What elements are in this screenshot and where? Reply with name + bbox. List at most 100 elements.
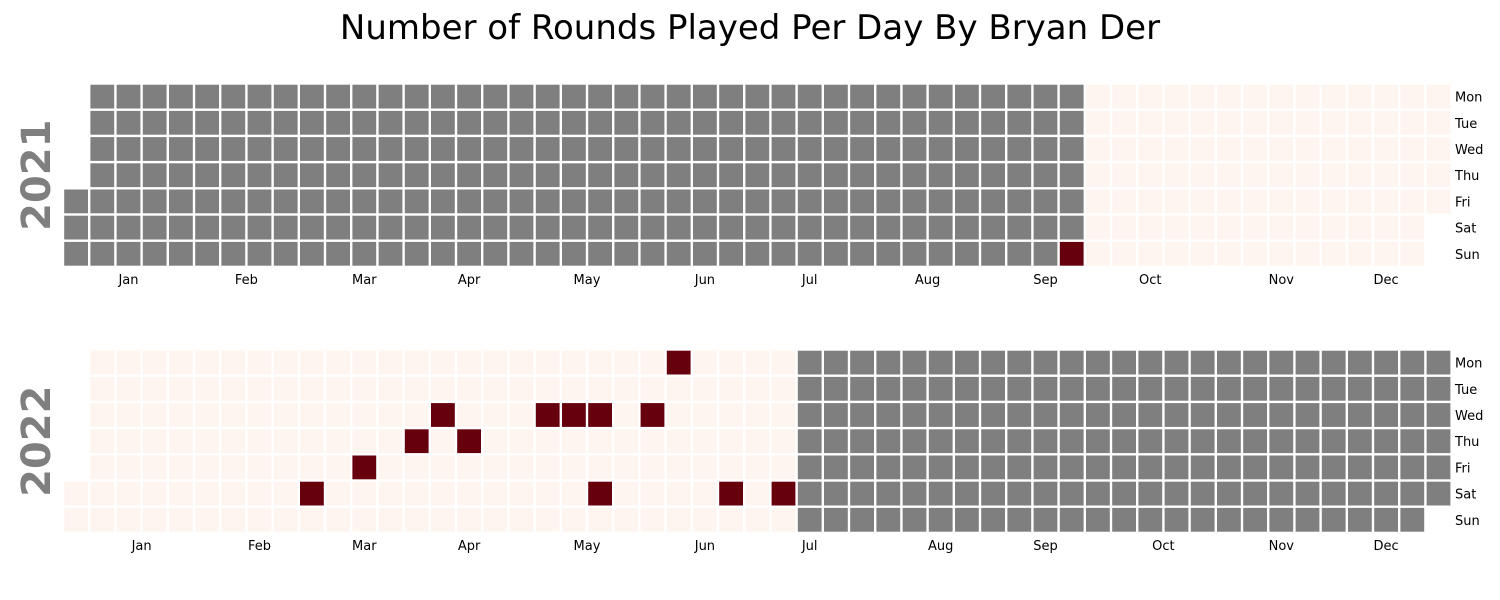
day-cell — [195, 507, 219, 532]
day-cell — [797, 481, 822, 506]
day-cell — [116, 376, 141, 401]
day-cell — [1217, 455, 1241, 480]
day-cell — [614, 403, 639, 427]
day-cell — [1164, 455, 1189, 480]
weekday-label: Tue — [1454, 383, 1477, 398]
day-cell — [300, 137, 324, 161]
day-cell — [1400, 350, 1425, 375]
day-cell — [1269, 403, 1294, 427]
day-cell — [614, 84, 639, 109]
day-cell — [509, 110, 534, 135]
day-cell — [562, 241, 586, 266]
day-cell — [1400, 189, 1425, 214]
day-cell — [562, 507, 586, 532]
day-cell — [1217, 215, 1241, 240]
day-cell — [640, 350, 665, 375]
day-cell — [640, 137, 665, 161]
day-cell — [719, 376, 743, 401]
day-cell — [981, 189, 1005, 214]
day-cell — [1059, 429, 1084, 454]
day-cell — [300, 215, 324, 240]
day-cell — [719, 110, 743, 135]
day-cell — [562, 110, 586, 135]
day-cell — [509, 189, 534, 214]
weekday-label: Wed — [1455, 143, 1483, 158]
day-cell — [1086, 189, 1110, 214]
day-cell — [850, 507, 874, 532]
day-cell — [535, 241, 560, 266]
day-cell — [797, 84, 822, 109]
day-cell — [1243, 376, 1267, 401]
day-cell — [195, 84, 219, 109]
month-label: Jan — [131, 539, 152, 554]
day-cell — [1138, 403, 1163, 427]
day-cell — [195, 137, 219, 161]
day-cell — [955, 376, 979, 401]
day-cell — [300, 241, 324, 266]
day-cell — [771, 241, 796, 266]
day-cell — [1033, 241, 1058, 266]
day-cell — [300, 403, 324, 427]
day-cell — [483, 137, 508, 161]
day-cell — [1348, 455, 1372, 480]
day-cell — [588, 189, 612, 214]
day-cell — [1321, 189, 1346, 214]
weekday-label: Thu — [1454, 169, 1479, 184]
day-cell — [1426, 189, 1451, 214]
day-cell — [142, 163, 167, 188]
day-cell — [116, 507, 141, 532]
day-cell — [1348, 215, 1372, 240]
day-cell — [1295, 481, 1320, 506]
day-cell — [1086, 507, 1110, 532]
day-cell — [273, 455, 298, 480]
day-cell — [981, 241, 1005, 266]
day-cell — [1321, 241, 1346, 266]
day-cell — [273, 137, 298, 161]
day-cell — [745, 481, 770, 506]
day-cell — [352, 110, 377, 135]
day-cell — [981, 350, 1005, 375]
day-cell — [169, 481, 193, 506]
day-cell — [352, 455, 377, 480]
day-cell — [221, 189, 246, 214]
day-cell — [614, 241, 639, 266]
day-cell — [745, 455, 770, 480]
day-cell — [90, 455, 115, 480]
day-cell — [483, 455, 508, 480]
day-cell — [1164, 137, 1189, 161]
day-cell — [588, 403, 612, 427]
day-cell — [90, 163, 115, 188]
day-cell — [1374, 137, 1398, 161]
day-cell — [1007, 163, 1032, 188]
day-cell — [640, 84, 665, 109]
day-cell — [378, 163, 403, 188]
day-cell — [771, 507, 796, 532]
day-cell — [928, 84, 953, 109]
day-cell — [588, 481, 612, 506]
day-cell — [981, 455, 1005, 480]
day-cell — [981, 110, 1005, 135]
day-cell — [483, 429, 508, 454]
day-cell — [614, 455, 639, 480]
day-cell — [1295, 163, 1320, 188]
weekday-label: Mon — [1455, 357, 1482, 372]
day-cell — [378, 84, 403, 109]
day-cell — [431, 137, 455, 161]
day-cell — [1321, 403, 1346, 427]
day-cell — [1321, 376, 1346, 401]
day-cell — [1164, 189, 1189, 214]
day-cell — [797, 163, 822, 188]
day-cell — [588, 215, 612, 240]
day-cell — [1059, 350, 1084, 375]
day-cell — [1217, 137, 1241, 161]
day-cell — [483, 163, 508, 188]
day-cell — [431, 429, 455, 454]
day-cell — [797, 215, 822, 240]
day-cell — [326, 429, 350, 454]
day-cell — [1033, 455, 1058, 480]
day-cell — [666, 215, 691, 240]
day-cell — [116, 403, 141, 427]
day-cell — [928, 163, 953, 188]
day-cell — [1059, 403, 1084, 427]
day-cell — [824, 350, 848, 375]
